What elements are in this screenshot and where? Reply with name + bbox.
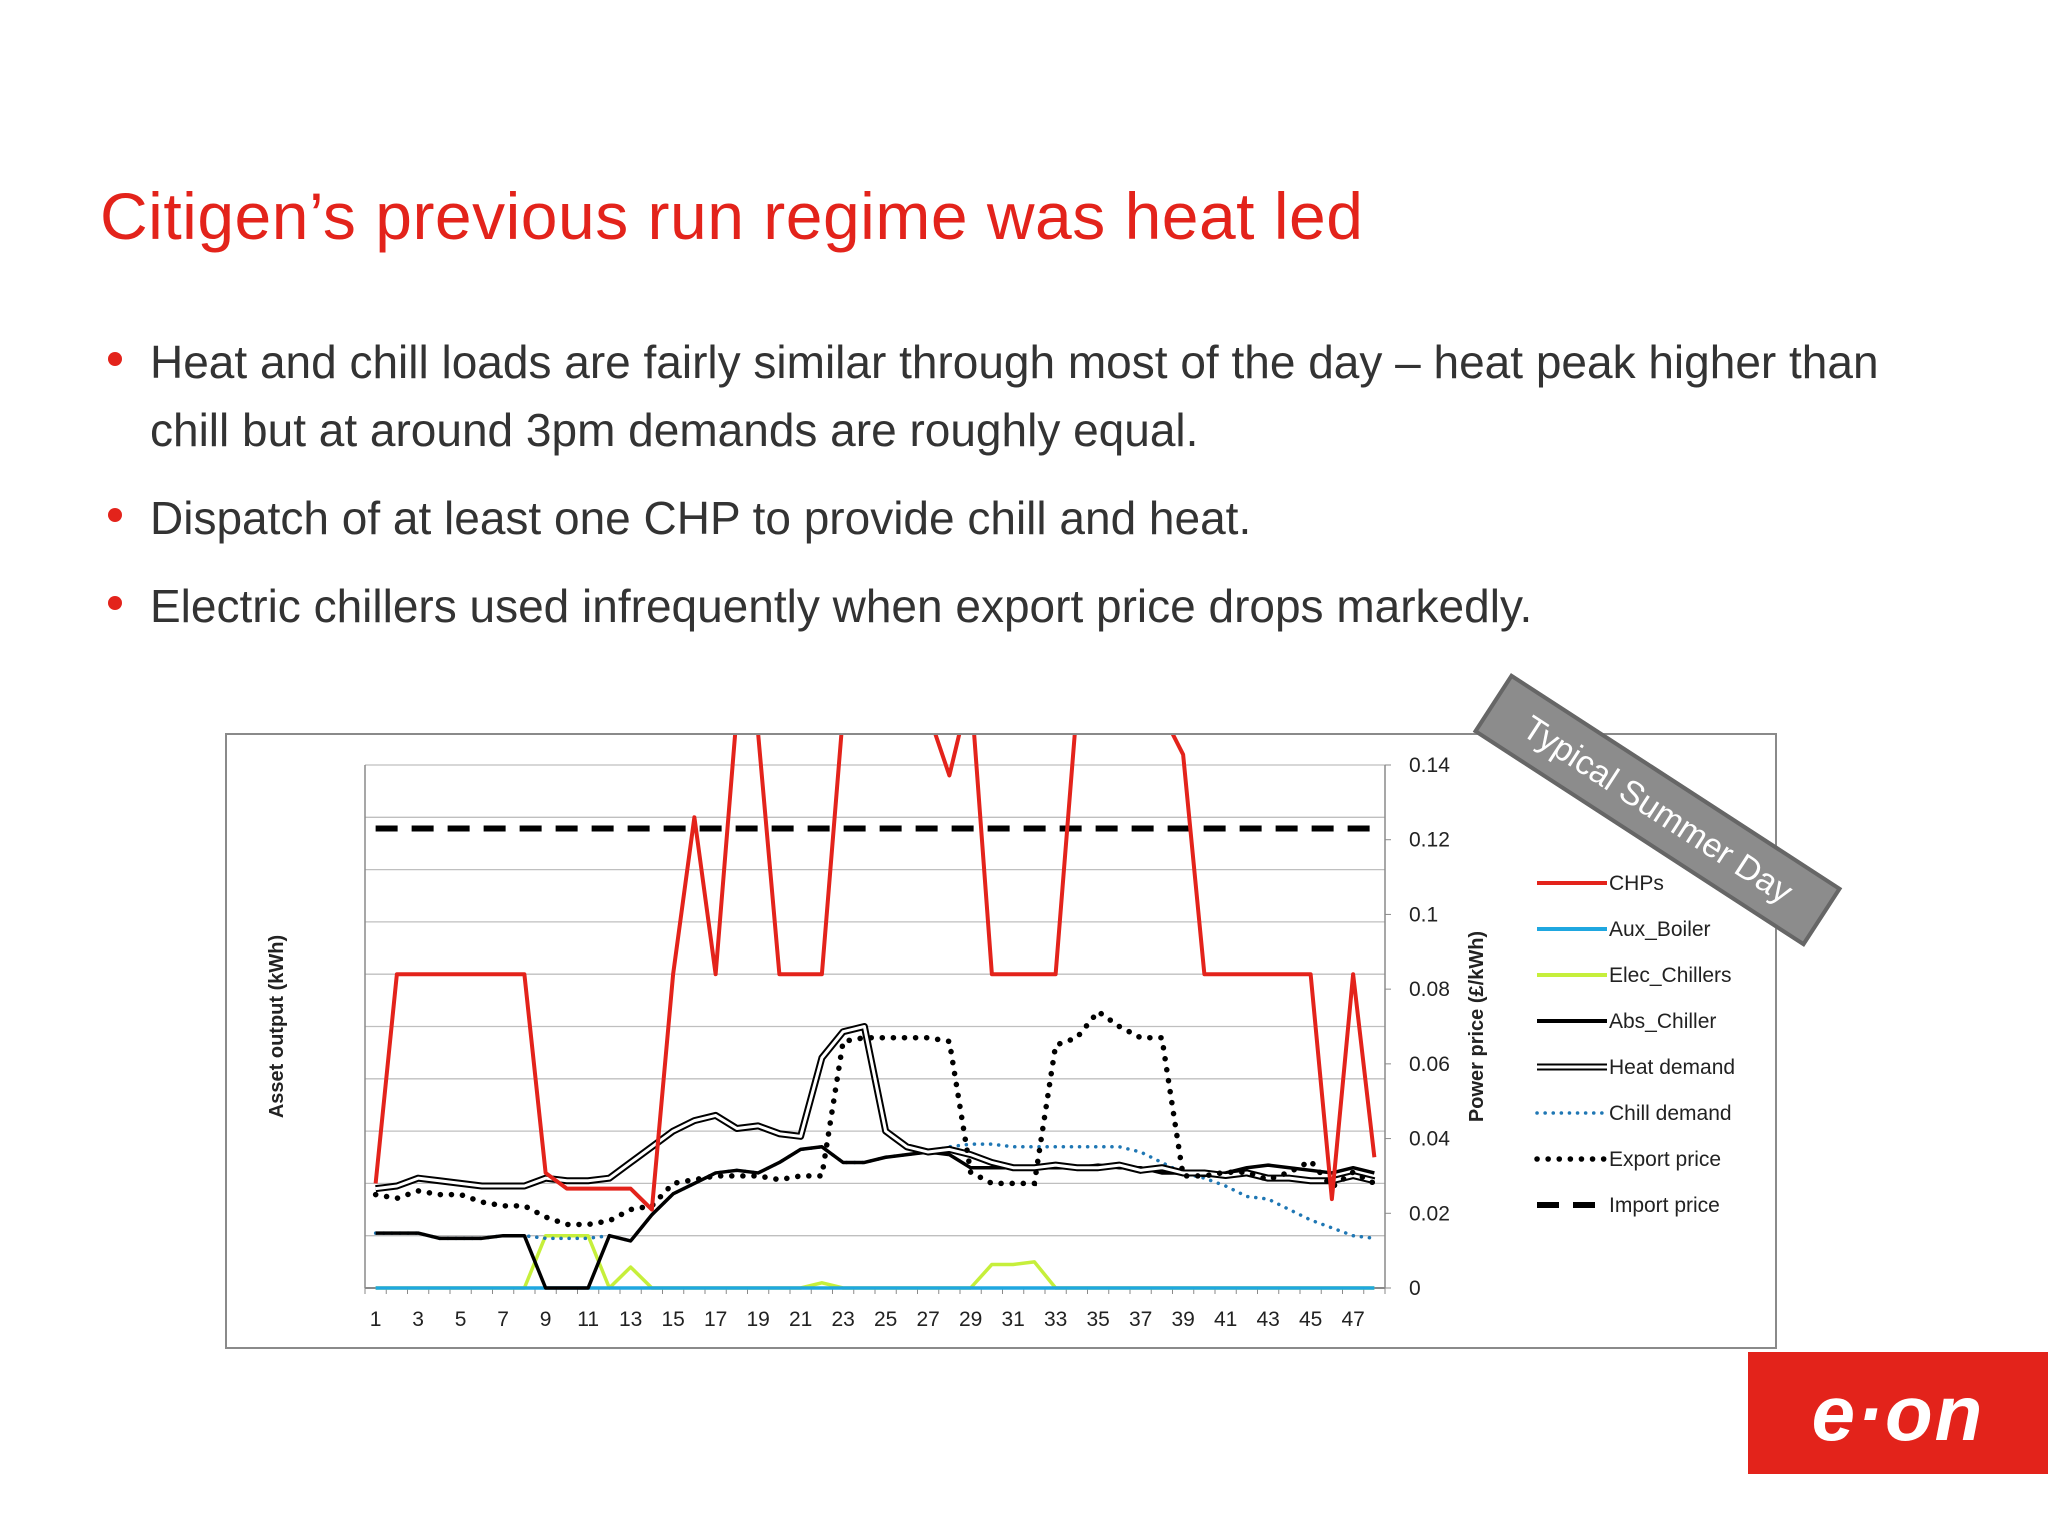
x-tick-label: 7 <box>497 1308 509 1331</box>
x-tick-label: 23 <box>831 1308 854 1331</box>
legend-label: Elec_Chillers <box>1609 964 1732 987</box>
y-right-tick-label: 0.06 <box>1409 1053 1450 1076</box>
y-right-tick-label: 0.04 <box>1409 1128 1450 1151</box>
eon-logo: e·on <box>1748 1352 2048 1474</box>
legend-label: Aux_Boiler <box>1609 918 1711 941</box>
bullet-item: Heat and chill loads are fairly similar … <box>100 328 1920 464</box>
x-tick-label: 31 <box>1001 1308 1024 1331</box>
logo-text: e·on <box>1811 1368 1985 1457</box>
x-tick-label: 29 <box>959 1308 982 1331</box>
bullet-text: Electric chillers used infrequently when… <box>150 580 1533 632</box>
series-line-elec-chillers <box>375 1233 1375 1290</box>
line-chart: 1 3 5 7 9 11 13 15 17 19 21 23 25 27 29 31 33 35 37 39 41 43 4… <box>266 735 1735 1331</box>
y-right-tick-label: 0.1 <box>1409 903 1438 926</box>
x-tick-label: 39 <box>1171 1308 1194 1331</box>
x-tick-label: 19 <box>746 1308 769 1331</box>
series-line-abs-chiller <box>375 1145 1375 1290</box>
x-tick-label: 25 <box>874 1308 897 1331</box>
series-line-heat-demand-inner <box>375 1025 1375 1191</box>
x-tick-label: 47 <box>1341 1308 1364 1331</box>
legend-label: Import price <box>1609 1194 1720 1217</box>
series-line-heat-demand <box>375 1023 1376 1193</box>
y-right-tick-label: 0.12 <box>1409 829 1450 852</box>
x-tick-label: 1 <box>370 1308 382 1331</box>
bullet-dot-icon <box>108 596 122 610</box>
x-tick-label: 21 <box>789 1308 812 1331</box>
y-right-tick-label: 0.14 <box>1409 754 1450 777</box>
x-tick-label: 37 <box>1129 1308 1152 1331</box>
x-tick-label: 41 <box>1214 1308 1237 1331</box>
x-tick-label: 45 <box>1299 1308 1322 1331</box>
bullet-list: Heat and chill loads are fairly similar … <box>100 328 1920 660</box>
x-tick-label: 15 <box>661 1308 684 1331</box>
bullet-text: Dispatch of at least one CHP to provide … <box>150 492 1252 544</box>
y-left-axis-title: Asset output (kWh) <box>266 935 288 1118</box>
x-tick-label: 33 <box>1044 1308 1067 1331</box>
bullet-text: Heat and chill loads are fairly similar … <box>150 336 1879 456</box>
bullet-dot-icon <box>108 508 122 522</box>
y-right-axis-title: Power price (£/kWh) <box>1466 931 1488 1122</box>
legend-label: Abs_Chiller <box>1609 1010 1716 1033</box>
bullet-dot-icon <box>108 352 122 366</box>
y-right-tick-label: 0.02 <box>1409 1202 1450 1225</box>
x-tick-label: 3 <box>412 1308 424 1331</box>
legend-label: CHPs <box>1609 872 1664 895</box>
x-tick-label: 27 <box>916 1308 939 1331</box>
legend-label: Chill demand <box>1609 1102 1732 1125</box>
legend-label: Export price <box>1609 1148 1721 1171</box>
series-line-export-price <box>372 1007 1378 1228</box>
series-line-chps <box>373 735 1377 1212</box>
x-tick-label: 13 <box>619 1308 642 1331</box>
x-tick-label: 5 <box>455 1308 467 1331</box>
x-tick-label: 43 <box>1256 1308 1279 1331</box>
x-tick-label: 35 <box>1086 1308 1109 1331</box>
x-tick-label: 11 <box>577 1308 599 1331</box>
bullet-item: Electric chillers used infrequently when… <box>100 572 1920 640</box>
y-right-tick-label: 0.08 <box>1409 978 1450 1001</box>
bullet-item: Dispatch of at least one CHP to provide … <box>100 484 1920 552</box>
chart-frame: 1 3 5 7 9 11 13 15 17 19 21 23 25 27 29 31 33 35 37 39 41 43 4… <box>225 733 1777 1349</box>
x-tick-label: 9 <box>540 1308 552 1331</box>
page-title: Citigen’s previous run regime was heat l… <box>100 179 1364 253</box>
y-right-tick-label: 0 <box>1409 1277 1421 1300</box>
x-tick-label: 17 <box>704 1308 727 1331</box>
legend-label: Heat demand <box>1609 1056 1735 1079</box>
